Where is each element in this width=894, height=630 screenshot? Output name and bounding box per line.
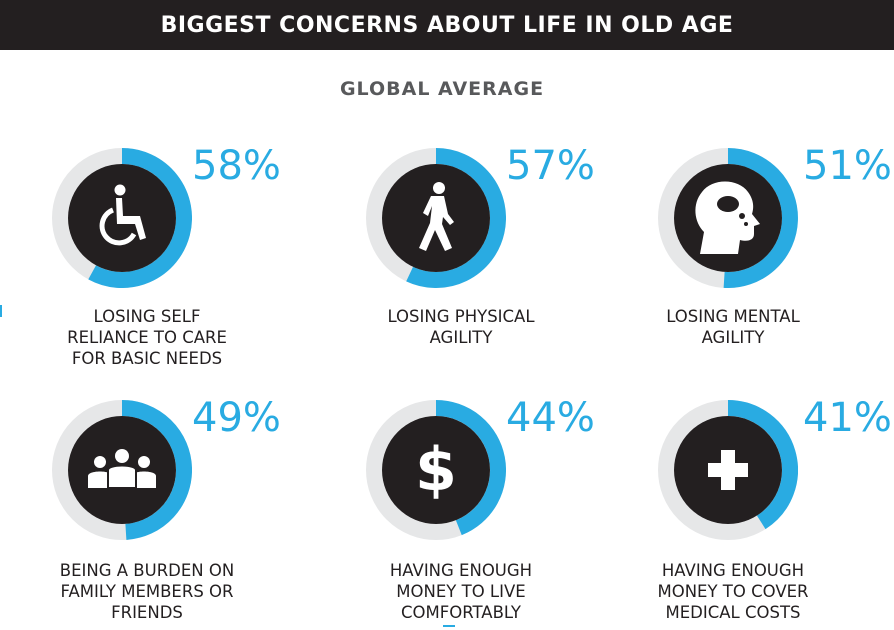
category-label-line: COMFORTABLY (401, 603, 521, 622)
category-label: LOSING MENTAL AGILITY (618, 306, 848, 348)
subtitle: GLOBAL AVERAGE (339, 78, 545, 100)
category-label-line: RELIANCE TO CARE (67, 328, 227, 347)
donut-chart: $ (366, 400, 506, 540)
category-label: HAVING ENOUGH MONEY TO LIVE COMFORTABLY (346, 560, 576, 623)
medical-cross-icon (708, 450, 748, 490)
category-label-line: AGILITY (701, 328, 765, 347)
percentage-label: 41% (803, 395, 892, 441)
wheelchair-icon (99, 184, 146, 246)
page-title: BIGGEST CONCERNS ABOUT LIFE IN OLD AGE (160, 12, 734, 38)
category-label-line: LOSING PHYSICAL (387, 307, 535, 326)
header-bar: BIGGEST CONCERNS ABOUT LIFE IN OLD AGE (0, 0, 894, 50)
category-label: BEING A BURDEN ON FAMILY MEMBERS OR FRIEND… (32, 560, 262, 623)
percentage-label: 58% (192, 143, 281, 189)
category-label: LOSING PHYSICAL AGILITY (346, 306, 576, 348)
donut-chart (658, 400, 798, 540)
category-label-line: AGILITY (429, 328, 493, 347)
category-label-line: MONEY TO LIVE (396, 582, 526, 601)
edge-mark-left (0, 305, 2, 317)
donut-chart (52, 148, 192, 288)
percentage-label: 51% (803, 143, 892, 189)
category-label-line: HAVING ENOUGH (661, 561, 805, 580)
category-label-line: FOR BASIC NEEDS (71, 349, 223, 368)
category-label-line: FAMILY MEMBERS OR (60, 582, 234, 601)
concern-item: 57% LOSING PHYSICAL AGILITY (366, 143, 636, 378)
donut-chart (52, 400, 192, 540)
concern-item: 49% BEING A BURDEN ON FAMILY MEMBERS OR FRI… (52, 395, 322, 630)
donut-chart (366, 148, 506, 288)
concern-item: $44% HAVING ENOUGH MONEY TO LIVE COMFORTABL… (366, 395, 636, 630)
donut-value-arc (723, 148, 798, 288)
category-label-line: BEING A BURDEN ON (59, 561, 235, 580)
category-label-line: MEDICAL COSTS (665, 603, 801, 622)
icon-background (382, 416, 490, 524)
donut-value-arc (88, 148, 192, 288)
concern-item: 58% LOSING SELF RELIANCE TO CARE FOR BASIC … (52, 143, 322, 378)
category-label-line: LOSING SELF (93, 307, 201, 326)
edge-mark-bottom (443, 625, 455, 627)
concern-item: 51% LOSING MENTAL AGILITY (658, 143, 894, 378)
dollar-sign-icon: $ (415, 435, 457, 505)
donut-value-arc (121, 400, 192, 540)
percentage-label: 44% (506, 395, 595, 441)
category-label-line: MONEY TO COVER (657, 582, 809, 601)
percentage-label: 49% (192, 395, 281, 441)
donut-value-arc (406, 148, 506, 288)
category-label-line: LOSING MENTAL (666, 307, 800, 326)
walking-person-icon (419, 182, 454, 251)
category-label: LOSING SELF RELIANCE TO CARE FOR BASIC NEE… (32, 306, 262, 369)
category-label-line: FRIENDS (111, 603, 183, 622)
concern-item: 41% HAVING ENOUGH MONEY TO COVER MEDICAL CO… (657, 395, 894, 630)
percentage-label: 57% (506, 143, 595, 189)
svg-text:$: $ (415, 435, 457, 505)
donut-value-arc (727, 400, 798, 530)
category-label-line: HAVING ENOUGH (389, 561, 533, 580)
donut-value-arc (435, 400, 506, 536)
head-thought-icon (695, 181, 760, 254)
group-people-icon (88, 449, 156, 489)
category-label: HAVING ENOUGH MONEY TO COVER MEDICAL COSTS (618, 560, 848, 623)
donut-chart (658, 148, 798, 288)
